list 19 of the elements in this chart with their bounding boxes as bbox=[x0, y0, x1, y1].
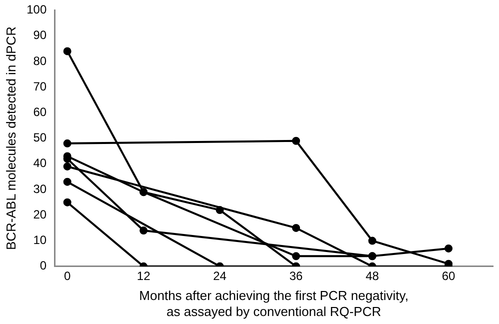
y-tick-label: 0 bbox=[40, 258, 47, 273]
x-tick-label: 48 bbox=[366, 268, 380, 283]
x-tick-label: 60 bbox=[442, 268, 456, 283]
y-tick-label: 100 bbox=[26, 2, 47, 17]
y-tick-label: 60 bbox=[33, 104, 47, 119]
x-tick-label: 36 bbox=[289, 268, 304, 283]
x-tick-label: 0 bbox=[64, 268, 71, 283]
x-tick-label: 24 bbox=[213, 268, 227, 283]
y-axis-title: BCR-ABL molecules detected in dPCR bbox=[3, 26, 18, 250]
y-tick-label: 30 bbox=[33, 182, 47, 196]
y-tick-label: 40 bbox=[33, 156, 47, 170]
x-axis-title: Months after achieving the first PCR negativity, as assayed by conventional RQ-PCR bbox=[139, 288, 408, 319]
y-tick-label: 20 bbox=[33, 207, 47, 222]
y-tick-label: 10 bbox=[33, 233, 47, 248]
y-tick-label: 80 bbox=[33, 54, 47, 68]
y-tick-label: 50 bbox=[33, 130, 47, 145]
y-tick-label: 90 bbox=[33, 28, 47, 42]
y-tick-label: 70 bbox=[33, 79, 47, 94]
x-tick-label: 12 bbox=[136, 268, 151, 283]
